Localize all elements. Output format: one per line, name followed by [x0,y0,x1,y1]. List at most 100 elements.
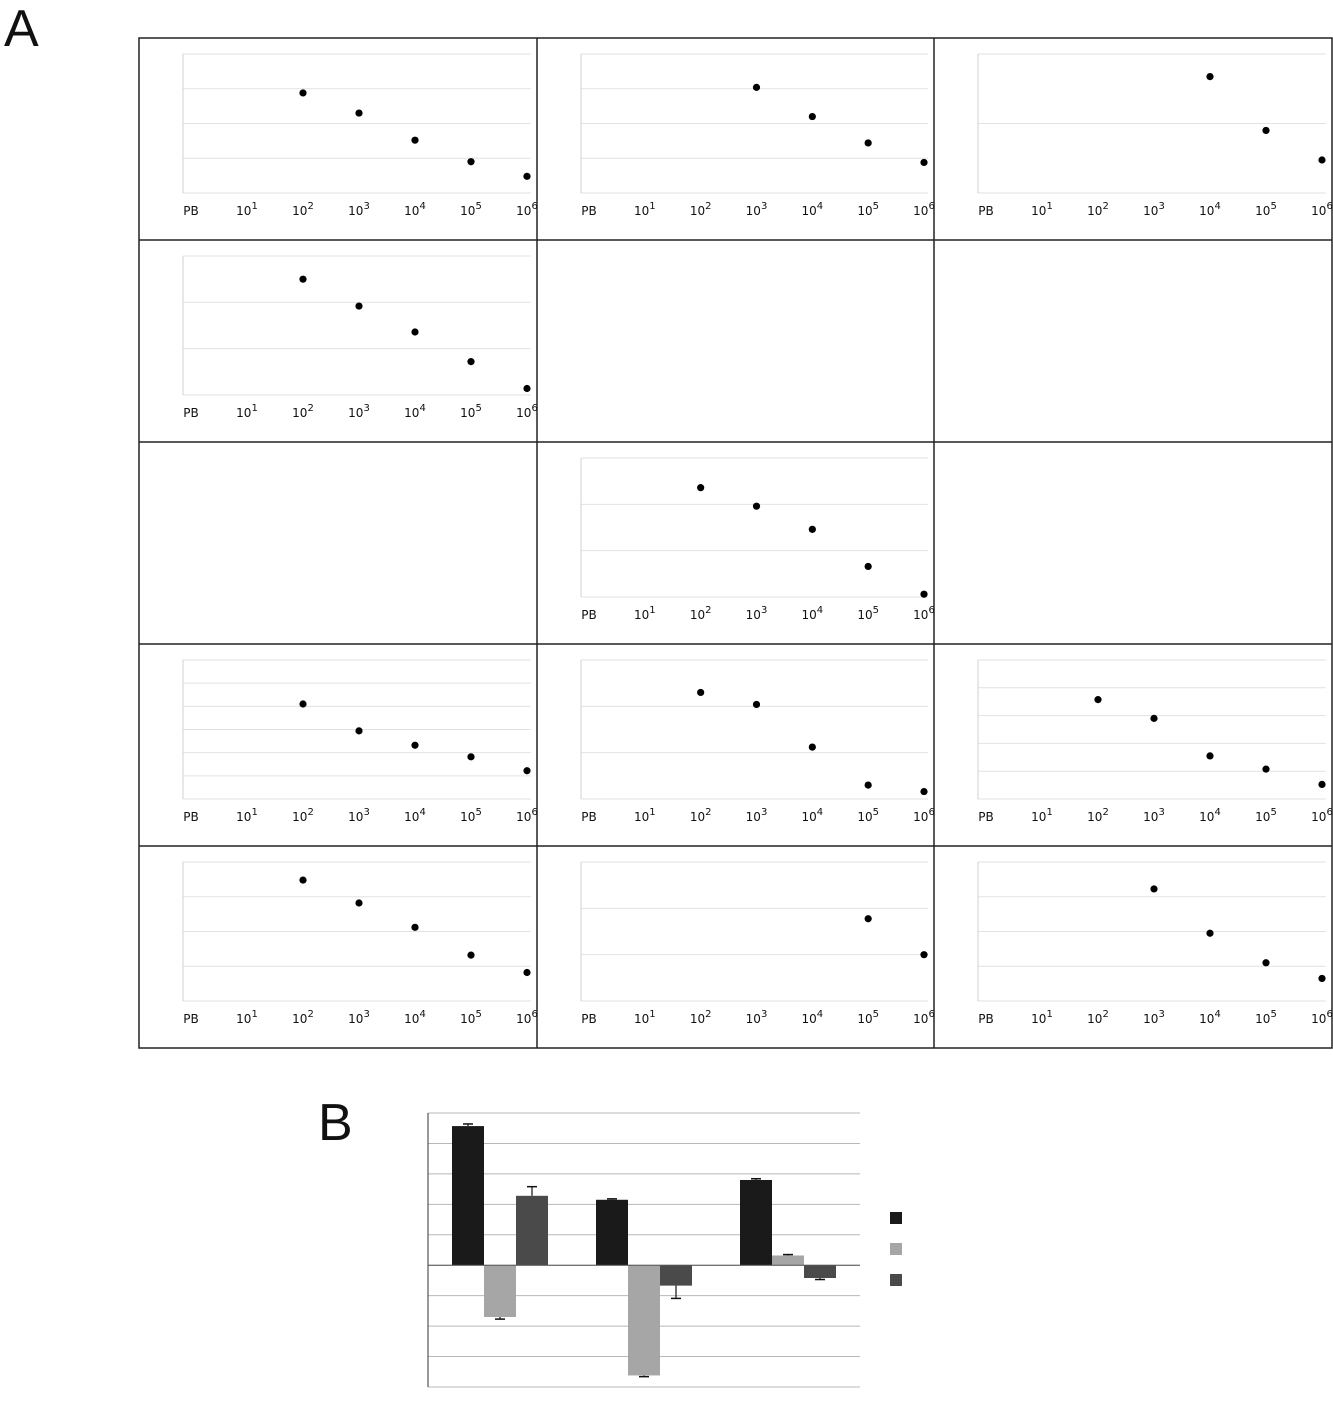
data-point [1318,156,1326,164]
x-tick-label: 102 [1087,201,1109,218]
bar-rh30 [596,1199,628,1266]
x-tick-label: 101 [236,1009,258,1026]
x-tick-label: 106 [1311,201,1333,218]
x-tick-label: 103 [348,1009,370,1026]
bar-rd [804,1265,836,1279]
data-point [752,83,761,91]
panel-pax3-cw9019: PB 101 102 103 104 105 106 [580,53,935,218]
x-tick-label: 103 [746,1009,768,1026]
x-tick-label: 102 [1087,1009,1109,1026]
panel-pax3-rd: PB 101 102 103 104 105 106 [977,53,1333,218]
x-tick-label: 101 [1031,807,1053,824]
panel-myogenin-rh30: PB 101 102 103 104 105 106 [182,861,538,1026]
data-point [864,562,872,571]
data-point [355,899,363,907]
x-tick-label: 103 [348,201,370,218]
x-tick-label: 104 [1199,201,1221,218]
x-tick-label: 105 [857,1009,879,1026]
x-tick-label: 104 [404,807,426,824]
panel-b-bar-chart [427,1112,902,1388]
data-point [523,767,531,775]
bar-rh30 [452,1126,484,1266]
x-tick-label: 103 [348,807,370,824]
data-point [864,915,872,923]
data-point [355,302,363,310]
panel-myogenin-rd: PB 101 102 103 104 105 106 [977,861,1333,1026]
data-point [1262,765,1270,773]
x-tick-label: PB [581,204,596,218]
x-tick-label: PB [183,1012,198,1026]
panel-myod-rd: PB 101 102 103 104 105 106 [977,659,1333,824]
x-tick-label: 104 [802,1009,824,1026]
bar-cw9019 [772,1255,804,1266]
x-tick-label: 106 [516,403,538,420]
x-tick-label: 102 [292,201,314,218]
data-point [864,781,872,789]
data-point [1262,126,1270,135]
panel-pax3-rh30: PB 101 102 103 104 105 106 [182,53,538,218]
grid-frame [138,37,1333,1049]
x-tick-label: 103 [746,605,768,622]
x-tick-label: 104 [1199,1009,1221,1026]
panel-myod-rh30: PB 101 102 103 104 105 106 [182,659,538,824]
data-point [411,741,419,749]
data-point [299,700,307,708]
panel-a-grid: PB 101 102 103 104 105 106 PB 101 102 103 104 105 106… [138,37,1333,1049]
x-tick-label: 103 [1143,1009,1165,1026]
data-point [1318,780,1326,789]
x-tick-label: 106 [1311,1009,1333,1026]
x-tick-label: 102 [690,201,712,218]
x-tick-label: 101 [236,807,258,824]
panel-label-a: A [4,0,39,58]
data-point [467,753,475,761]
data-point [523,968,531,977]
x-tick-label: 105 [1255,201,1277,218]
x-tick-label: 104 [404,1009,426,1026]
data-point [864,139,872,147]
x-tick-label: 101 [236,201,258,218]
bar-cw9019 [484,1265,516,1317]
panel-pax7-foxo1-cw9019: PB 101 102 103 104 105 106 [580,457,935,622]
x-tick-label: 106 [913,1009,935,1026]
bar-rd [516,1195,548,1266]
data-point [467,951,475,959]
data-point [411,328,419,336]
x-tick-label: PB [978,810,993,824]
data-point [299,275,307,283]
panel-myogenin-cw9019: PB 101 102 103 104 105 106 [580,861,935,1026]
data-point [808,112,816,121]
data-point [1206,929,1214,937]
x-tick-label: 102 [690,605,712,622]
data-point [411,136,419,144]
data-point [1094,696,1102,704]
data-point [920,590,928,598]
data-point [355,109,363,117]
panel-myod-cw9019: PB 101 102 103 104 105 106 [580,659,935,824]
x-tick-label: PB [978,1012,993,1026]
x-tick-label: 101 [634,807,656,824]
x-tick-label: PB [581,608,596,622]
x-tick-label: 101 [634,605,656,622]
x-tick-label: 103 [1143,201,1165,218]
x-tick-label: 103 [746,201,768,218]
x-tick-label: 101 [236,403,258,420]
x-tick-label: 105 [857,807,879,824]
x-tick-label: 104 [1199,807,1221,824]
x-tick-label: 106 [913,807,935,824]
x-tick-label: 101 [1031,201,1053,218]
x-tick-label: PB [183,406,198,420]
x-tick-label: 105 [460,1009,482,1026]
data-point [752,502,761,510]
panel-label-b: B [318,1094,353,1152]
bar-cw9019 [628,1265,660,1376]
x-tick-label: 106 [913,201,935,218]
x-tick-label: 104 [802,807,824,824]
x-tick-label: 102 [292,1009,314,1026]
x-tick-label: PB [581,810,596,824]
data-point [920,787,928,796]
data-point [920,951,928,959]
x-tick-label: PB [581,1012,596,1026]
data-point [299,876,307,884]
legend-swatch-rh30 [890,1212,902,1224]
